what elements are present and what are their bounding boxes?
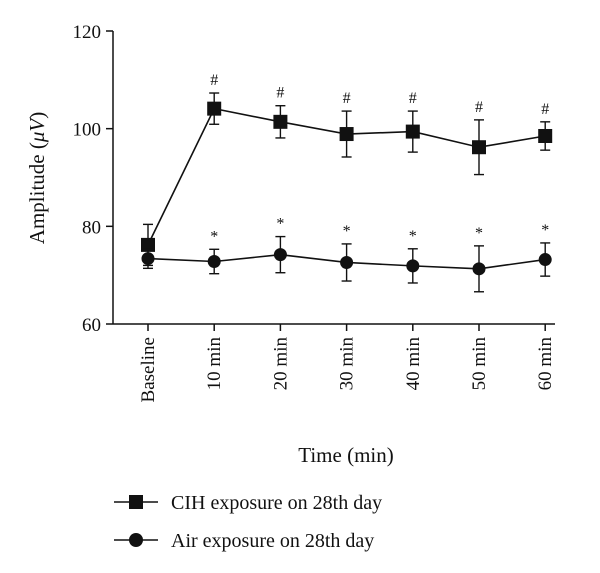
x-tick-label: Baseline: [138, 337, 159, 402]
y-axis-ticks: 60 80 100 120: [73, 22, 113, 336]
significance-asterisk: *: [541, 222, 549, 239]
significance-asterisk: *: [343, 223, 351, 240]
significance-hash: #: [475, 99, 483, 116]
x-tick-label: 50 min: [469, 337, 490, 391]
data-point-circle: [538, 253, 552, 267]
series-air: * * * * * *: [141, 216, 552, 293]
data-point-circle: [273, 248, 287, 262]
significance-asterisk: *: [210, 228, 218, 245]
data-point-square: [207, 101, 222, 116]
y-axis-label-main: Amplitude (: [25, 142, 49, 244]
data-point-square: [405, 124, 420, 139]
legend: CIH exposure on 28th day Air exposure on…: [114, 492, 382, 552]
y-tick-label: 120: [73, 22, 102, 43]
significance-asterisk: *: [475, 225, 483, 242]
x-tick-label: 20 min: [270, 337, 291, 391]
data-point-square: [472, 140, 486, 155]
legend-item-cih: CIH exposure on 28th day: [114, 492, 382, 514]
significance-hash: #: [409, 90, 417, 107]
data-point-circle: [406, 259, 420, 273]
axes: [112, 31, 555, 325]
significance-hash: #: [541, 101, 549, 118]
x-tick-label: 10 min: [204, 337, 225, 391]
data-point-circle: [207, 254, 221, 268]
legend-label-air: Air exposure on 28th day: [171, 530, 374, 552]
significance-hash: #: [276, 85, 284, 102]
legend-circle-marker: [129, 533, 143, 547]
significance-asterisk: *: [409, 228, 417, 245]
data-point-square: [538, 128, 553, 143]
y-tick-label: 60: [82, 315, 101, 336]
significance-asterisk: *: [276, 216, 284, 233]
y-tick-label: 80: [82, 217, 101, 238]
series-cih: # # # # # #: [141, 72, 553, 267]
y-axis-label: Amplitude (μV): [25, 112, 49, 244]
legend-square-marker: [129, 495, 143, 509]
y-axis-label-close: ): [25, 112, 49, 119]
legend-label-cih: CIH exposure on 28th day: [171, 492, 382, 514]
y-axis-label-unit: μV: [25, 117, 49, 144]
x-axis-ticks: Baseline 10 min 20 min 30 min 40 min 50 min 60…: [138, 324, 556, 402]
data-point-circle: [340, 255, 354, 269]
series-layer: # # # # # # * * * * * *: [141, 72, 553, 293]
data-point-circle: [141, 252, 155, 266]
x-tick-label: 30 min: [337, 337, 358, 391]
y-tick-label: 100: [73, 120, 102, 141]
legend-item-air: Air exposure on 28th day: [114, 530, 374, 552]
data-point-square: [339, 127, 354, 142]
significance-hash: #: [210, 72, 218, 89]
data-point-circle: [472, 262, 486, 276]
significance-hash: #: [343, 90, 351, 107]
data-point-square: [273, 114, 288, 129]
x-axis-label: Time (min): [298, 443, 393, 467]
x-tick-label: 60 min: [535, 337, 556, 391]
x-tick-label: 40 min: [403, 337, 424, 391]
